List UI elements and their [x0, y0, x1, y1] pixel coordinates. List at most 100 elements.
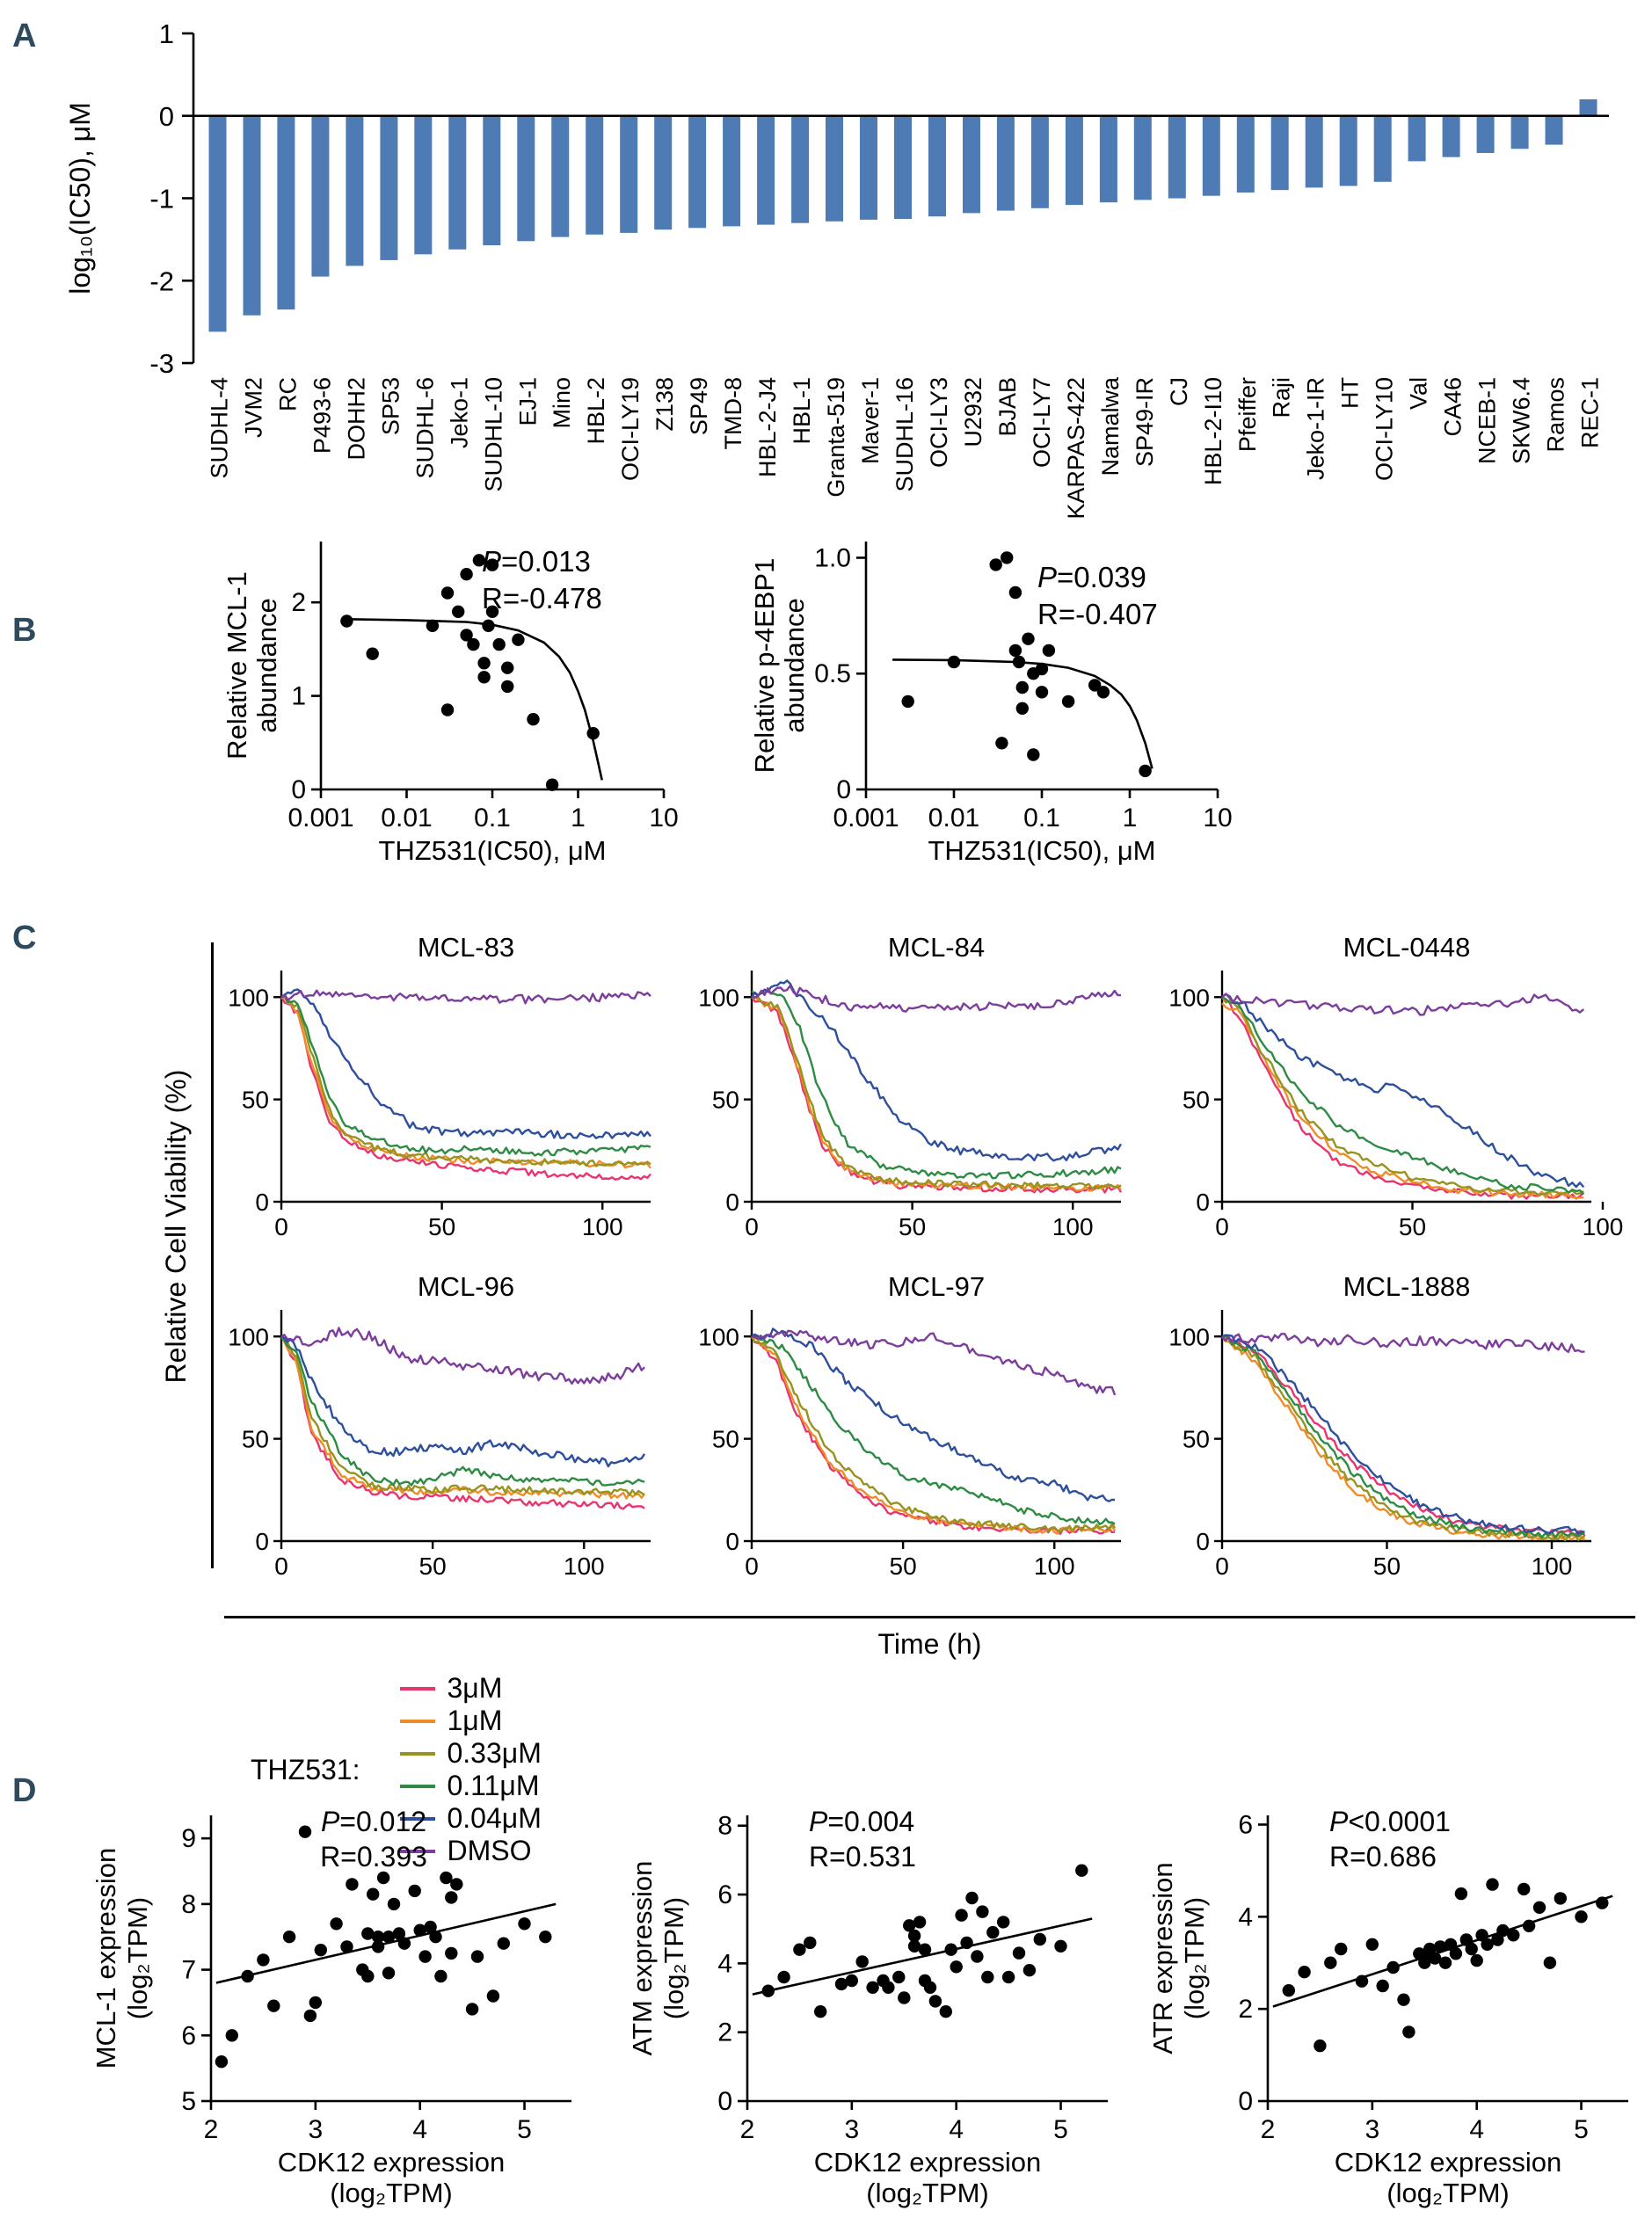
- series-line-0.11μM: [751, 990, 1122, 1180]
- data-point: [452, 605, 465, 618]
- bar: [860, 115, 877, 220]
- data-point: [340, 1940, 353, 1953]
- legend-swatch: [400, 1719, 436, 1723]
- x-tick-label: 50: [1373, 1553, 1401, 1580]
- bar-label: KARPAS-422: [1063, 377, 1089, 520]
- legend-title: THZ531:: [251, 1753, 360, 1785]
- data-point: [282, 1931, 296, 1944]
- data-point: [907, 1939, 921, 1953]
- series-line-0.33μM: [750, 1335, 1117, 1533]
- series-line-0.04μM: [280, 988, 651, 1139]
- bar-label: Jeko-1: [446, 377, 472, 448]
- x-tick-label: 100: [564, 1553, 605, 1580]
- legend-swatch: [400, 1751, 436, 1756]
- bar-label: SP53: [377, 377, 404, 435]
- viability-chart-mcl83: 0 50 100 0 50 100 MCL-83: [228, 932, 651, 1240]
- data-point: [1022, 1964, 1037, 1977]
- bar-label: CA46: [1440, 377, 1466, 437]
- y-tick-label: 0: [1238, 2087, 1253, 2116]
- data-point: [1012, 1946, 1026, 1960]
- y-tick-label: 50: [1183, 1087, 1210, 1114]
- data-point: [440, 703, 455, 716]
- panel-label-a: A: [12, 18, 37, 55]
- chart-title: MCL-83: [418, 932, 514, 963]
- bar: [894, 115, 912, 219]
- x-tick-label: 5: [1053, 2115, 1068, 2144]
- data-point: [440, 1871, 453, 1885]
- data-point: [361, 1927, 375, 1940]
- bar: [277, 115, 295, 310]
- bar: [243, 115, 261, 316]
- legend-label: 0.11μM: [447, 1770, 540, 1801]
- bar: [688, 115, 707, 229]
- series-line-0.04μM: [751, 979, 1123, 1162]
- series-line-0.33μM: [280, 1335, 645, 1496]
- y-tick-label: 0: [717, 2087, 732, 2116]
- legend-swatch: [400, 1849, 436, 1853]
- data-point: [376, 1871, 390, 1885]
- x-tick-label: 50: [1399, 1213, 1426, 1240]
- series-line-0.04μM: [751, 1327, 1116, 1502]
- data-point: [986, 1925, 1000, 1939]
- dose-legend: THZ531: 3μM 1μM 0.33μM 0.11μM 0.04μM DMSO: [251, 1672, 594, 1867]
- bar-label: Granta-519: [823, 377, 849, 498]
- data-point: [1454, 1887, 1468, 1901]
- bar: [1168, 115, 1186, 199]
- chart-title: MCL-97: [888, 1271, 985, 1302]
- bar-label: OCI-LY19: [617, 377, 644, 481]
- data-point: [855, 1955, 869, 1968]
- data-point: [382, 1967, 396, 1980]
- x-tick-label: 4: [949, 2115, 964, 2144]
- data-point: [971, 1950, 984, 1963]
- y-tick-label: 4: [1238, 1902, 1253, 1931]
- data-point: [225, 2029, 238, 2042]
- x-tick-label: 2: [1261, 2115, 1276, 2144]
- data-point: [340, 614, 353, 628]
- y-tick-label: 0: [836, 775, 851, 804]
- bar: [826, 115, 843, 222]
- data-point: [1517, 1882, 1531, 1896]
- data-point: [1042, 644, 1056, 658]
- bar: [1270, 115, 1289, 191]
- data-point: [944, 1943, 957, 1956]
- data-point: [1596, 1896, 1609, 1909]
- y-tick-label: 5: [181, 2087, 196, 2116]
- data-point: [1015, 680, 1029, 694]
- bar-label: RC: [274, 377, 301, 411]
- data-point: [1554, 1892, 1567, 1905]
- x-tick-label: 0: [274, 1553, 288, 1580]
- y-tick-label: 100: [698, 984, 739, 1011]
- bar-label: SUDHL-4: [206, 377, 232, 479]
- bar: [791, 115, 810, 223]
- data-point: [1001, 551, 1014, 564]
- x-tick-label: 4: [412, 2115, 427, 2144]
- time-axis-rule: [224, 1616, 1635, 1618]
- bar-label: Namalwa: [1097, 376, 1124, 476]
- data-point: [346, 1878, 359, 1891]
- series-line-0.04μM: [1221, 1334, 1585, 1535]
- data-point: [845, 1974, 858, 1988]
- bar: [311, 115, 330, 277]
- data-point: [460, 629, 473, 642]
- data-point: [492, 637, 506, 651]
- x-axis-title: (log₂TPM): [1386, 2178, 1510, 2208]
- bar-label: SUDHL-10: [480, 377, 506, 492]
- data-point: [366, 647, 379, 660]
- series-line-0.11μM: [1221, 1335, 1585, 1538]
- data-point: [1575, 1910, 1588, 1923]
- bar: [1202, 115, 1220, 196]
- viability-y-axis-bracket: [211, 942, 214, 1568]
- x-tick-label: 2: [740, 2115, 755, 2144]
- viability-chart-mcl96: 0 50 100 0 50 100 MCL-96: [228, 1271, 651, 1580]
- y-tick-label: 2: [291, 588, 306, 617]
- data-point: [960, 1936, 973, 1950]
- legend-label: 1μM: [447, 1705, 503, 1736]
- y-tick-label: 0: [291, 775, 306, 804]
- y-tick-label: 2: [1238, 1995, 1253, 2024]
- series-line-0.33μM: [280, 995, 651, 1167]
- data-point: [1386, 1960, 1400, 1974]
- data-point: [1365, 1938, 1379, 1951]
- y-tick-label: 7: [181, 1956, 196, 1985]
- data-point: [413, 1923, 426, 1937]
